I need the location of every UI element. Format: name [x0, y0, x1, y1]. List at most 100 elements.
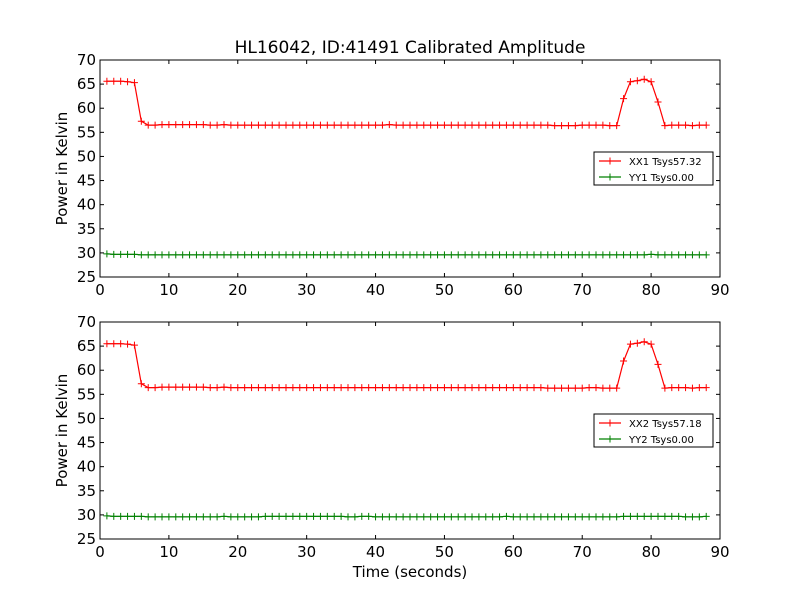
data-point	[461, 251, 469, 259]
data-point	[647, 340, 655, 348]
data-point	[220, 512, 228, 520]
data-point	[358, 121, 366, 129]
data-point	[303, 512, 311, 520]
data-point	[551, 122, 559, 130]
data-point	[468, 251, 476, 259]
data-point	[103, 250, 111, 258]
data-point	[461, 513, 469, 521]
data-point	[192, 383, 200, 391]
data-point	[489, 251, 497, 259]
data-point	[158, 383, 166, 391]
data-point	[530, 251, 538, 259]
y-tick-label: 65	[77, 75, 96, 93]
x-tick-label: 80	[642, 543, 661, 561]
data-point	[172, 121, 180, 129]
data-point	[179, 383, 187, 391]
data-point	[654, 98, 662, 106]
data-point	[248, 513, 256, 521]
data-point	[144, 384, 152, 392]
data-point	[613, 122, 621, 130]
data-point	[509, 513, 517, 521]
data-point	[316, 251, 324, 259]
data-point	[254, 121, 262, 129]
data-point	[289, 512, 297, 520]
data-point	[275, 251, 283, 259]
data-point	[406, 513, 414, 521]
data-point	[482, 384, 490, 392]
data-point	[234, 513, 242, 521]
data-point	[254, 384, 262, 392]
data-point	[406, 251, 414, 259]
data-point	[206, 384, 214, 392]
data-point	[440, 513, 448, 521]
data-point	[385, 513, 393, 521]
data-point	[661, 384, 669, 392]
y-tick-label: 50	[77, 147, 96, 165]
data-point	[447, 384, 455, 392]
data-point	[516, 384, 524, 392]
data-point	[392, 251, 400, 259]
data-point	[358, 512, 366, 520]
data-point	[571, 384, 579, 392]
data-point	[523, 251, 531, 259]
series-2	[103, 250, 710, 259]
data-point	[268, 384, 276, 392]
data-point	[413, 251, 421, 259]
data-point	[241, 251, 249, 259]
data-point	[695, 513, 703, 521]
data-point	[668, 121, 676, 129]
data-point	[365, 512, 373, 520]
x-tick-label: 60	[504, 543, 523, 561]
data-point	[351, 121, 359, 129]
data-point	[130, 341, 138, 349]
data-point	[688, 384, 696, 392]
data-point	[640, 75, 648, 83]
data-point	[172, 251, 180, 259]
data-point	[427, 121, 435, 129]
data-point	[399, 513, 407, 521]
data-point	[413, 513, 421, 521]
data-point	[682, 251, 690, 259]
data-point	[316, 512, 324, 520]
data-point	[537, 121, 545, 129]
data-point	[206, 251, 214, 259]
data-point	[620, 357, 628, 365]
data-point	[606, 122, 614, 130]
data-point	[310, 512, 318, 520]
data-point	[530, 384, 538, 392]
data-point	[130, 512, 138, 520]
data-point	[606, 384, 614, 392]
y-tick-label: 45	[77, 434, 96, 452]
data-point	[544, 251, 552, 259]
x-tick-label: 30	[297, 543, 316, 561]
data-point	[509, 121, 517, 129]
data-point	[385, 384, 393, 392]
data-point	[192, 251, 200, 259]
data-point	[675, 251, 683, 259]
data-point	[537, 251, 545, 259]
data-point	[675, 121, 683, 129]
x-axis-label: Time (seconds)	[352, 563, 468, 581]
data-point	[571, 513, 579, 521]
y-axis-label: Power in Kelvin	[53, 374, 71, 488]
data-point	[633, 339, 641, 347]
data-point	[599, 121, 607, 129]
data-point	[558, 513, 566, 521]
data-point	[151, 384, 159, 392]
data-point	[234, 121, 242, 129]
data-point	[564, 384, 572, 392]
data-point	[289, 384, 297, 392]
data-point	[695, 121, 703, 129]
data-point	[496, 121, 504, 129]
data-point	[268, 251, 276, 259]
data-point	[558, 251, 566, 259]
data-point	[675, 384, 683, 392]
data-point	[516, 121, 524, 129]
data-point	[103, 340, 111, 348]
data-point	[330, 512, 338, 520]
data-point	[323, 121, 331, 129]
data-point	[378, 121, 386, 129]
data-point	[144, 121, 152, 129]
data-point	[544, 513, 552, 521]
y-tick-label: 30	[77, 506, 96, 524]
